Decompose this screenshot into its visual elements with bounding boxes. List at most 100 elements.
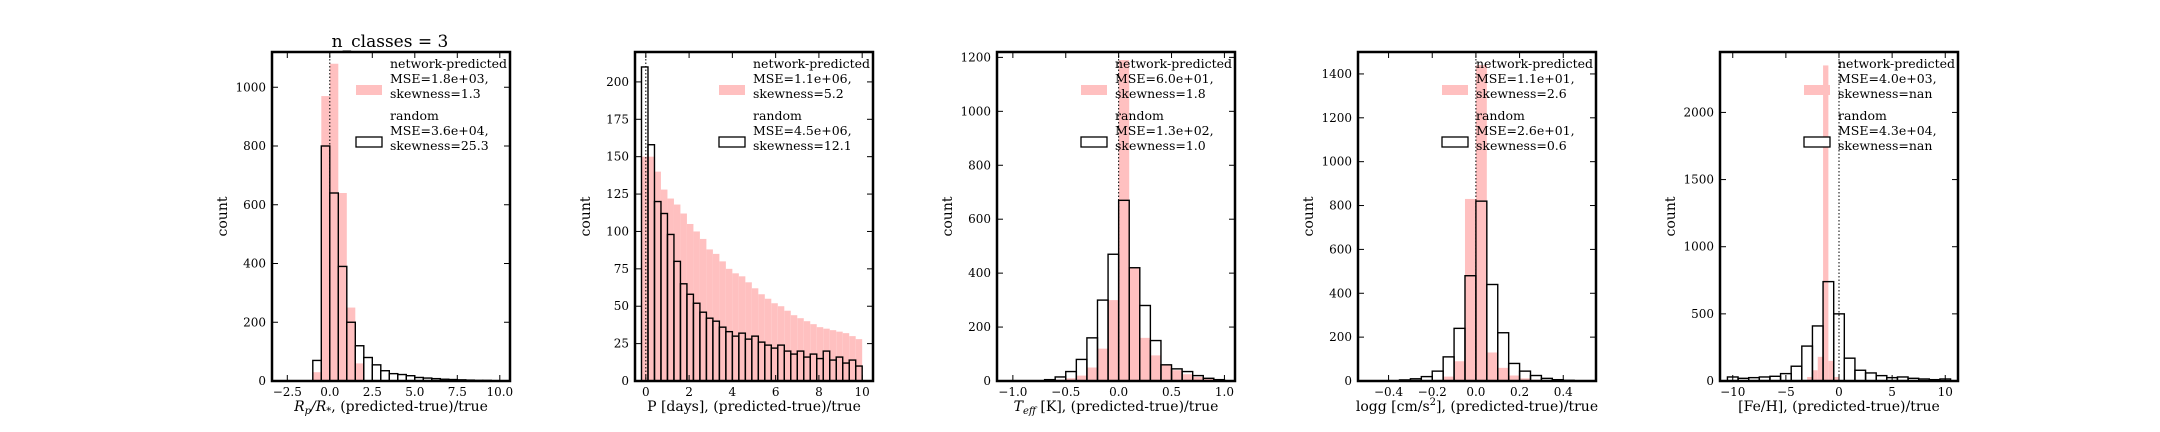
y-tick-label: 1400: [1321, 67, 1352, 81]
y-tick-label: 200: [968, 320, 991, 334]
histogram-bar: [312, 372, 322, 381]
legend-swatch: [718, 136, 746, 148]
histogram-bar: [1086, 367, 1098, 381]
y-tick-label: 200: [1329, 330, 1352, 344]
histogram-bar: [338, 193, 347, 381]
histogram-bar: [732, 273, 739, 381]
x-tick-label: −2.5: [273, 385, 302, 399]
legend-text: random: [1838, 108, 1887, 123]
x-tick-label: 0.5: [1162, 385, 1181, 399]
x-tick-label: 7.5: [448, 385, 467, 399]
legend-text: network-predicted: [753, 56, 870, 71]
histogram-bar: [706, 249, 713, 381]
legend-text: MSE=1.1e+01,: [1476, 71, 1575, 86]
legend: network-predictedMSE=4.0e+03,skewness=na…: [1803, 56, 1955, 153]
histogram-bar: [641, 156, 648, 381]
histogram-bar: [1817, 356, 1824, 381]
legend-swatch: [355, 136, 383, 148]
x-tick-label: 0.4: [1554, 385, 1573, 399]
histogram-bar: [1828, 360, 1834, 381]
histogram-bar: [1150, 355, 1161, 381]
histogram-bar: [1486, 352, 1498, 381]
histogram-bar: [771, 303, 778, 381]
legend-text: MSE=4.5e+06,: [753, 123, 852, 138]
histogram-bar: [660, 189, 668, 381]
histogram-bar: [836, 331, 843, 381]
y-tick-label: 1200: [1321, 111, 1352, 125]
histogram-bar: [738, 276, 746, 381]
histogram-bar: [1076, 375, 1087, 381]
axes-frame: [633, 50, 875, 383]
y-tick-label: 175: [606, 112, 629, 126]
histogram-bar: [693, 231, 700, 381]
legend-text: network-predicted: [1838, 56, 1955, 71]
y-axis-label: count: [1301, 196, 1317, 236]
histogram-panel-5: −10 −5 0 5 10 0 500 1000 1500 2000 [Fe/H], (predic…: [1663, 50, 1960, 415]
y-tick-label: 0: [1706, 374, 1714, 388]
legend-text: MSE=1.1e+06,: [753, 71, 852, 86]
y-tick-label: 0: [258, 374, 266, 388]
legend-swatch: [719, 85, 745, 95]
histogram-bar: [1464, 198, 1476, 381]
plot-area: [1043, 52, 1226, 382]
y-tick-label: 200: [606, 75, 629, 89]
y-axis: 0 200 400 600 800 1000 1200 1400: [1321, 67, 1596, 388]
x-tick-label: 1.0: [1215, 385, 1234, 399]
x-tick-label: −0.5: [1051, 385, 1080, 399]
legend-entry-network-predicted: network-predictedMSE=1.8e+03,skewness=1.…: [356, 56, 507, 101]
histogram-bar: [321, 96, 330, 381]
y-axis: 0 500 1000 1500 2000: [1683, 105, 1958, 388]
y-tick-label: 800: [968, 158, 991, 172]
axes-frame: [1356, 50, 1598, 383]
legend-swatch: [1441, 136, 1469, 148]
y-tick-label: 150: [606, 150, 629, 164]
legend-text: skewness=25.3: [390, 138, 489, 153]
axes-frame: [270, 50, 512, 383]
histogram-bar: [777, 306, 785, 381]
histogram-bar: [1118, 60, 1130, 382]
histogram-bar: [1475, 65, 1487, 381]
histogram-bar: [680, 213, 687, 381]
y-tick-label: 600: [1329, 242, 1352, 256]
x-axis: −0.4 −0.2 0.0 0.2 0.4: [1374, 52, 1573, 399]
x-tick-label: −5: [1777, 385, 1795, 399]
histogram-bar: [1833, 376, 1839, 381]
x-tick-label: 10: [855, 385, 870, 399]
histogram-bar: [1139, 337, 1151, 381]
legend-text: network-predicted: [390, 56, 507, 71]
x-tick-label: −10: [1720, 385, 1745, 399]
histogram-bar: [1807, 376, 1813, 381]
legend-text: MSE=1.8e+03,: [390, 71, 489, 86]
legend-swatch: [1803, 136, 1831, 148]
legend-text: MSE=2.6e+01,: [1476, 123, 1575, 138]
axes-frame: [995, 50, 1237, 383]
histogram-bar: [842, 333, 850, 381]
x-axis-label: P [days], (predicted-true)/true: [647, 399, 861, 415]
histogram-bar: [673, 204, 681, 381]
histogram-bar: [1812, 370, 1818, 381]
legend-text: skewness=nan: [1838, 138, 1932, 153]
y-tick-label: 0: [1344, 374, 1352, 388]
histogram-bar: [829, 330, 837, 381]
x-tick-label: 5.0: [405, 385, 424, 399]
histogram-bar: [751, 288, 759, 381]
y-tick-label: 500: [1691, 307, 1714, 321]
histogram-bar: [1454, 361, 1465, 381]
legend: network-predictedMSE=1.1e+06,skewness=5.…: [718, 56, 870, 153]
network-predicted-bars: [1055, 60, 1214, 382]
x-tick-label: 8: [815, 385, 823, 399]
legend-entry-network-predicted: network-predictedMSE=6.0e+01,skewness=1.…: [1081, 56, 1232, 101]
y-tick-label: 0: [983, 374, 991, 388]
histogram-bar: [1497, 367, 1509, 381]
figure-title: n_classes = 3: [332, 32, 449, 52]
histogram-bar: [1182, 374, 1193, 381]
legend-text: random: [1476, 108, 1525, 123]
y-axis-label: count: [215, 196, 231, 236]
legend: network-predictedMSE=1.8e+03,skewness=1.…: [355, 56, 507, 153]
y-tick-label: 50: [614, 299, 629, 313]
